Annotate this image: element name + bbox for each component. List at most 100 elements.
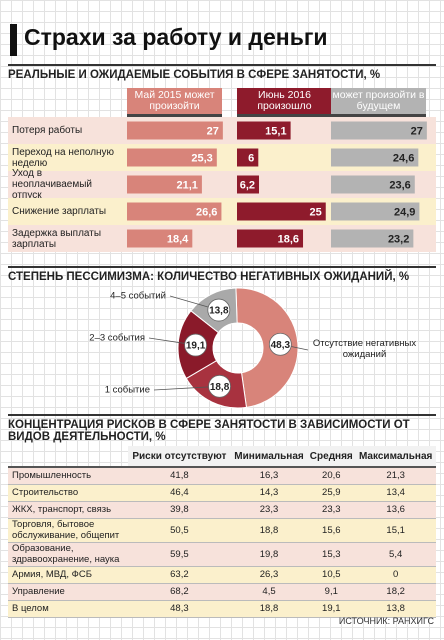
category-label: Потеря работы xyxy=(12,125,83,136)
table-cell: 39,8 xyxy=(128,501,231,519)
row-label: В целом xyxy=(8,600,128,618)
value-label: 23,2 xyxy=(388,233,409,245)
table-row: Торговля, бытовое обслуживание, общепит 5… xyxy=(8,518,436,543)
category-label: Переход на неполную неделю xyxy=(12,146,115,169)
table-cell: 19,1 xyxy=(307,600,356,618)
table-cell: 50,5 xyxy=(128,518,231,543)
series-header: Май 2015 может произойти xyxy=(127,88,222,117)
table-cell: 68,2 xyxy=(128,583,231,601)
table-row: Армия, МВД, ФСБ 63,2 26,3 10,5 0 xyxy=(8,566,436,584)
category-label: Снижение зарплаты xyxy=(12,206,107,217)
table-cell: 21,3 xyxy=(355,467,436,485)
bar xyxy=(127,202,222,221)
column-header: Риски отсутствуют xyxy=(128,446,231,468)
column-header: Минимальная xyxy=(230,446,308,468)
source: ИСТОЧНИК: РАНХИГС xyxy=(338,616,434,626)
page-title: Страхи за работу и деньги xyxy=(24,24,328,50)
table-cell: 63,2 xyxy=(128,566,231,584)
header-cell xyxy=(8,446,128,468)
table-row: Образование, здравоохранение, наука 59,5 1… xyxy=(8,542,436,567)
bar xyxy=(331,202,420,221)
row-label: Строительство xyxy=(8,484,128,502)
column-header: Максимальная xyxy=(355,446,436,468)
bar xyxy=(127,121,223,140)
category-label: Уход в неоплачиваемый отпуск xyxy=(12,168,93,201)
value-label: 23,6 xyxy=(389,179,410,191)
table-cell: 59,5 xyxy=(128,542,231,567)
column-header: Средняя xyxy=(307,446,356,468)
value-label: 15,1 xyxy=(265,125,286,137)
label-dot xyxy=(184,333,208,357)
value-label: 26,6 xyxy=(196,206,217,218)
table-cell: 9,1 xyxy=(307,583,356,601)
value-label: 13,8 xyxy=(209,306,229,317)
table-cell: 16,3 xyxy=(230,467,308,485)
value-label: 6,2 xyxy=(240,179,255,191)
table-cell: 15,3 xyxy=(307,542,356,567)
value-label: 25 xyxy=(310,206,322,218)
donut-segment xyxy=(235,287,299,408)
bar xyxy=(237,175,260,194)
table-cell: 20,6 xyxy=(307,467,356,485)
value-label: 27 xyxy=(207,125,219,137)
row-label: Промышленность xyxy=(8,467,128,485)
table-row: Строительство 46,4 14,3 25,9 13,4 xyxy=(8,484,436,502)
table-row: Управление 68,2 4,5 9,1 18,2 xyxy=(8,583,436,601)
table-cell: 25,9 xyxy=(307,484,356,502)
bar xyxy=(237,229,304,248)
row-label: Образование, здравоохранение, наука xyxy=(8,542,128,567)
table-row: ЖКХ, транспорт, связь 39,8 23,3 23,3 13,6 xyxy=(8,501,436,519)
header-row: Риски отсутствуют Минимальная Средняя Макси… xyxy=(8,446,436,468)
table-cell: 15,1 xyxy=(355,518,436,543)
table-cell: 26,3 xyxy=(230,566,308,584)
section-title: КОНЦЕНТРАЦИЯ РИСКОВ В СФЕРЕ ЗАНЯТОСТИ В … xyxy=(8,414,436,443)
bar xyxy=(127,229,193,248)
table-cell: 19,8 xyxy=(230,542,308,567)
label-dot xyxy=(207,298,231,322)
bar xyxy=(237,202,326,221)
value-label: 27 xyxy=(411,125,423,137)
row-label: Управление xyxy=(8,583,128,601)
bar xyxy=(237,148,259,167)
row-label: Торговля, бытовое обслуживание, общепит xyxy=(8,518,128,543)
table-row: Промышленность 41,8 16,3 20,6 21,3 xyxy=(8,467,436,485)
category-label: 2–3 события xyxy=(89,333,145,344)
table-cell: 13,4 xyxy=(355,484,436,502)
table-cell: 15,6 xyxy=(307,518,356,543)
label-dot xyxy=(268,332,292,356)
series-header: может произойти в будущем xyxy=(331,88,426,117)
table-cell: 48,3 xyxy=(128,600,231,618)
row-label: ЖКХ, транспорт, связь xyxy=(8,501,128,519)
table-row: В целом 48,3 18,8 19,1 13,8 xyxy=(8,600,436,618)
value-label: 24,6 xyxy=(393,152,414,164)
table-cell: 18,8 xyxy=(230,518,308,543)
value-label: 18,4 xyxy=(167,233,189,245)
value-label: 18,8 xyxy=(210,382,230,393)
label-dot xyxy=(208,374,231,398)
table-cell: 13,6 xyxy=(355,501,436,519)
value-label: 25,3 xyxy=(191,152,212,164)
title-marker xyxy=(10,24,17,56)
value-label: 18,6 xyxy=(278,233,299,245)
bar xyxy=(331,148,419,167)
value-label: 19,1 xyxy=(186,341,206,352)
bar xyxy=(331,229,414,248)
category-label: 4–5 событий xyxy=(110,291,166,302)
bar xyxy=(237,121,291,140)
bar xyxy=(127,175,202,194)
bar xyxy=(127,148,217,167)
value-label: 24,9 xyxy=(394,206,415,218)
table-cell: 14,3 xyxy=(230,484,308,502)
category-label: 1 событие xyxy=(105,385,150,396)
table-cell: 5,4 xyxy=(355,542,436,567)
table-cell: 18,2 xyxy=(355,583,436,601)
value-label: 6 xyxy=(248,152,254,164)
table-cell: 18,8 xyxy=(230,600,308,618)
section-title: СТЕПЕНЬ ПЕССИМИЗМА: КОЛИЧЕСТВО НЕГАТИВНЫ… xyxy=(8,266,436,283)
table-cell: 0 xyxy=(355,566,436,584)
bar xyxy=(331,121,427,140)
row-label: Армия, МВД, ФСБ xyxy=(8,566,128,584)
table-cell: 13,8 xyxy=(355,600,436,618)
table-cell: 4,5 xyxy=(230,583,308,601)
